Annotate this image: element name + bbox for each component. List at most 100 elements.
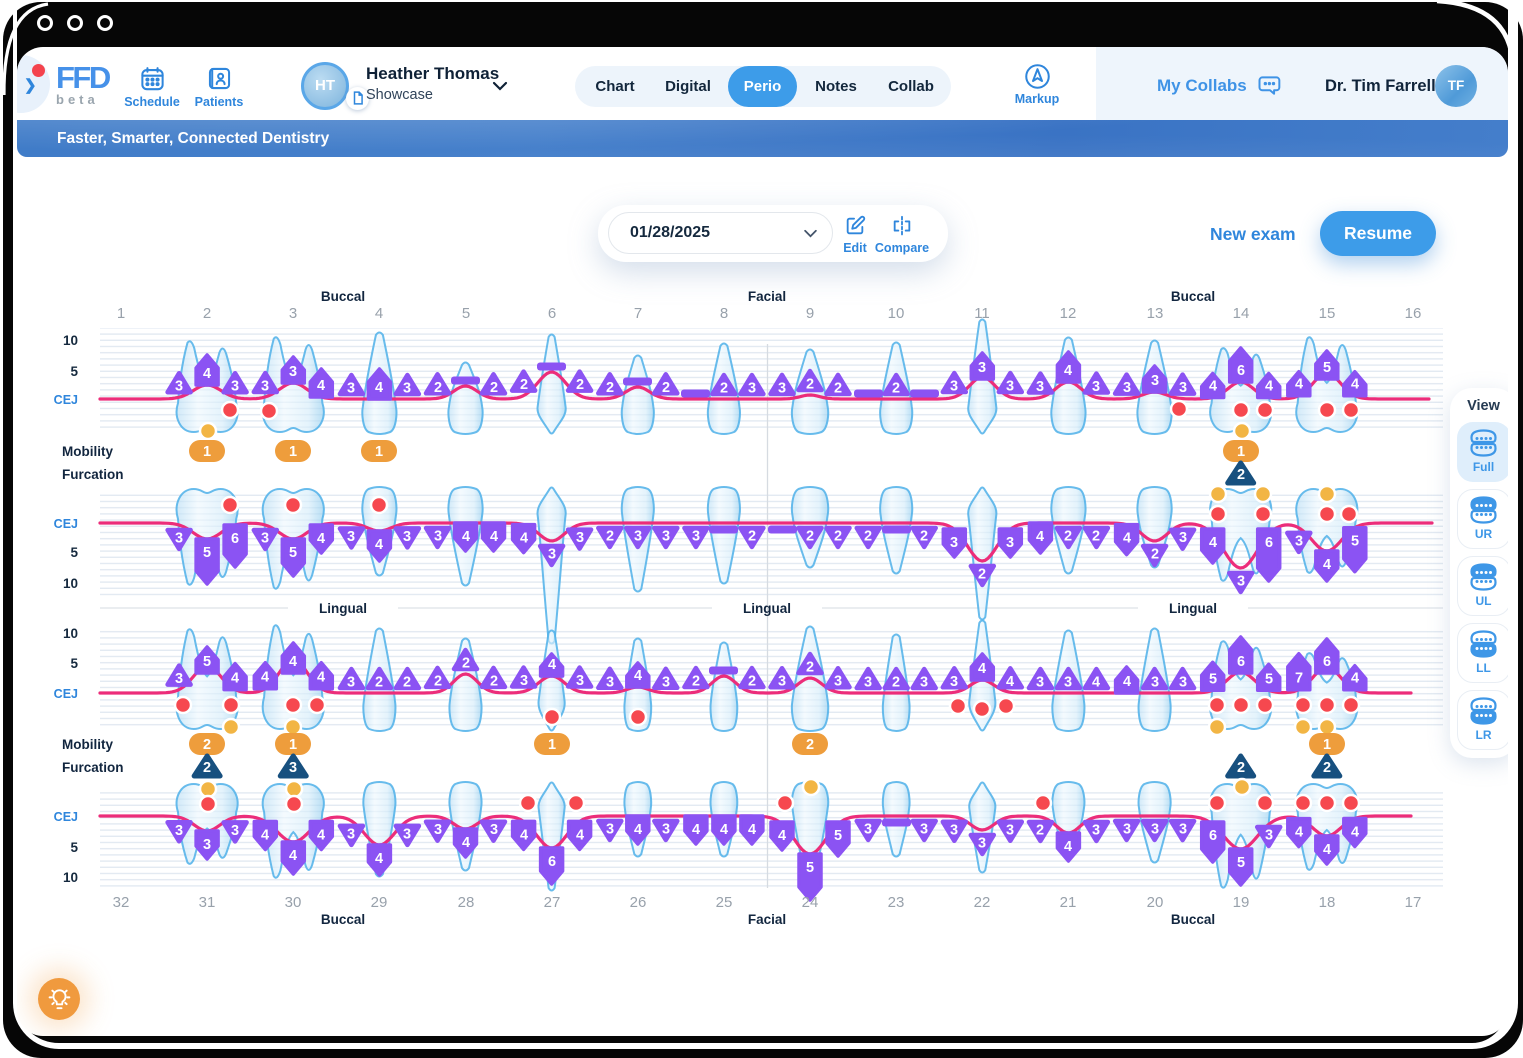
svg-text:4: 4 (231, 671, 239, 687)
svg-text:26: 26 (630, 894, 647, 911)
svg-text:CEJ: CEJ (54, 687, 78, 701)
svg-text:7: 7 (634, 305, 642, 322)
svg-text:3: 3 (1123, 822, 1131, 838)
svg-text:3: 3 (1179, 530, 1187, 546)
svg-text:20: 20 (1147, 894, 1164, 911)
svg-text:5: 5 (1209, 671, 1217, 687)
svg-text:23: 23 (888, 894, 905, 911)
svg-text:10: 10 (63, 870, 78, 885)
svg-text:4: 4 (261, 670, 269, 686)
svg-text:3: 3 (261, 531, 269, 547)
svg-text:4: 4 (462, 529, 470, 545)
svg-text:1: 1 (289, 444, 297, 460)
svg-text:2: 2 (1036, 823, 1044, 839)
svg-text:3: 3 (403, 529, 411, 545)
svg-text:2: 2 (1092, 529, 1100, 545)
svg-text:3: 3 (175, 379, 183, 395)
svg-text:3: 3 (1092, 823, 1100, 839)
svg-text:5: 5 (462, 305, 470, 322)
svg-text:16: 16 (1405, 305, 1422, 322)
svg-text:4: 4 (462, 835, 470, 851)
svg-text:1: 1 (548, 737, 556, 753)
svg-text:6: 6 (1265, 535, 1273, 551)
svg-text:2: 2 (806, 529, 814, 545)
svg-text:12: 12 (1060, 305, 1077, 322)
svg-text:CEJ: CEJ (54, 393, 78, 407)
svg-text:3: 3 (1006, 822, 1014, 838)
svg-text:5: 5 (1265, 671, 1273, 687)
svg-text:3: 3 (1123, 380, 1131, 396)
svg-text:4: 4 (1351, 377, 1359, 393)
svg-text:6: 6 (548, 305, 556, 322)
svg-text:4: 4 (634, 668, 642, 684)
svg-text:3: 3 (403, 381, 411, 397)
svg-text:2: 2 (978, 567, 986, 583)
svg-text:2: 2 (720, 381, 728, 397)
svg-text:4: 4 (748, 822, 756, 838)
svg-text:3: 3 (520, 673, 528, 689)
svg-text:3: 3 (748, 381, 756, 397)
svg-text:4: 4 (1209, 379, 1217, 395)
svg-text:3: 3 (950, 674, 958, 690)
svg-text:4: 4 (261, 828, 269, 844)
svg-text:4: 4 (1295, 825, 1303, 841)
svg-text:2: 2 (892, 381, 900, 397)
svg-text:4: 4 (1209, 535, 1217, 551)
svg-text:3: 3 (778, 674, 786, 690)
svg-text:3: 3 (662, 529, 670, 545)
svg-text:10: 10 (888, 305, 905, 322)
svg-text:3: 3 (606, 822, 614, 838)
svg-text:5: 5 (1351, 534, 1359, 550)
svg-text:3: 3 (920, 675, 928, 691)
svg-text:28: 28 (458, 894, 475, 911)
svg-text:4: 4 (317, 531, 325, 547)
svg-text:3: 3 (261, 379, 269, 395)
svg-text:3: 3 (1006, 379, 1014, 395)
svg-text:2: 2 (203, 737, 211, 753)
svg-text:4: 4 (1265, 379, 1273, 395)
svg-text:3: 3 (1295, 533, 1303, 549)
svg-text:6: 6 (1237, 363, 1245, 379)
svg-text:5: 5 (289, 545, 297, 561)
svg-text:Buccal: Buccal (1171, 289, 1215, 304)
svg-text:Lingual: Lingual (319, 601, 367, 616)
svg-text:3: 3 (1237, 574, 1245, 590)
svg-text:4: 4 (692, 822, 700, 838)
svg-text:4: 4 (548, 657, 556, 673)
svg-text:10: 10 (63, 333, 78, 348)
svg-text:4: 4 (520, 827, 528, 843)
svg-text:4: 4 (1092, 675, 1100, 691)
svg-text:4: 4 (317, 378, 325, 394)
svg-text:15: 15 (1319, 305, 1336, 322)
svg-text:Facial: Facial (748, 912, 786, 927)
svg-text:2: 2 (434, 673, 442, 689)
svg-text:3: 3 (978, 360, 986, 376)
svg-text:2: 2 (1151, 547, 1159, 563)
svg-text:2: 2 (864, 529, 872, 545)
svg-text:2: 2 (490, 673, 498, 689)
svg-text:4: 4 (375, 380, 383, 396)
svg-text:3: 3 (175, 531, 183, 547)
svg-text:3: 3 (289, 364, 297, 380)
svg-text:3: 3 (1179, 380, 1187, 396)
svg-text:2: 2 (203, 305, 211, 322)
svg-text:2: 2 (834, 380, 842, 396)
svg-text:3: 3 (347, 675, 355, 691)
svg-text:2: 2 (576, 377, 584, 393)
svg-text:2: 2 (1064, 529, 1072, 545)
svg-text:2: 2 (892, 675, 900, 691)
svg-text:3: 3 (1179, 675, 1187, 691)
svg-text:22: 22 (974, 894, 991, 911)
svg-text:4: 4 (1351, 671, 1359, 687)
svg-text:24: 24 (802, 894, 819, 911)
svg-text:1: 1 (1323, 737, 1331, 753)
svg-text:10: 10 (63, 576, 78, 591)
svg-text:3: 3 (864, 822, 872, 838)
svg-text:Furcation: Furcation (62, 467, 124, 482)
svg-text:3: 3 (692, 529, 700, 545)
svg-text:4: 4 (375, 851, 383, 867)
svg-text:5: 5 (806, 860, 814, 876)
svg-text:3: 3 (347, 529, 355, 545)
svg-text:2: 2 (434, 380, 442, 396)
svg-text:4: 4 (375, 537, 383, 553)
